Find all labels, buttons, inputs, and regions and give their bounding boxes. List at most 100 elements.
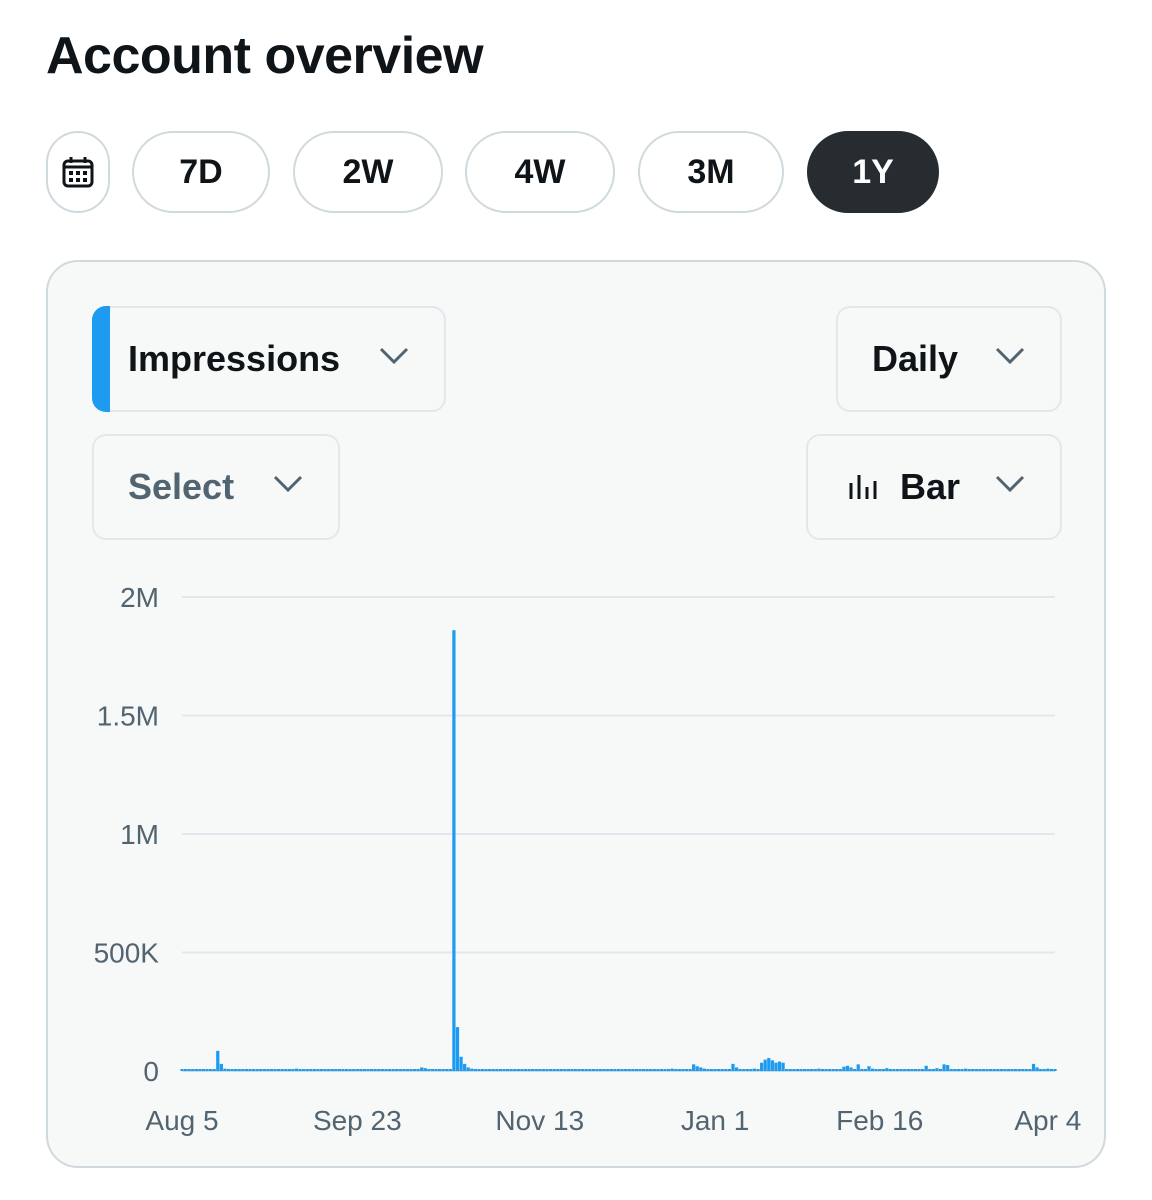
chart-bar[interactable]: [251, 1069, 256, 1071]
chart-bar[interactable]: [370, 1069, 374, 1071]
chart-bar[interactable]: [742, 1069, 746, 1071]
chart-bar[interactable]: [552, 1069, 556, 1071]
chart-bar[interactable]: [810, 1069, 814, 1071]
chart-bar[interactable]: [652, 1069, 656, 1071]
chart-bar[interactable]: [387, 1069, 392, 1071]
chart-bar[interactable]: [774, 1062, 778, 1071]
chart-bar[interactable]: [663, 1069, 667, 1071]
chart-bar[interactable]: [294, 1068, 299, 1071]
chart-bar[interactable]: [842, 1066, 846, 1071]
chart-bar[interactable]: [226, 1069, 231, 1071]
chart-bar[interactable]: [319, 1069, 324, 1071]
chart-bar[interactable]: [287, 1069, 291, 1071]
chart-bar[interactable]: [187, 1069, 191, 1071]
chart-bar[interactable]: [910, 1069, 914, 1071]
chart-bar[interactable]: [1049, 1069, 1054, 1071]
chart-bar[interactable]: [799, 1069, 803, 1071]
chart-bar[interactable]: [1028, 1069, 1032, 1071]
chart-bar[interactable]: [985, 1069, 989, 1071]
chart-bar[interactable]: [938, 1069, 943, 1071]
chart-bar[interactable]: [785, 1069, 789, 1071]
chart-bar[interactable]: [749, 1069, 753, 1071]
chart-bar[interactable]: [613, 1069, 617, 1071]
chart-bar[interactable]: [1024, 1069, 1028, 1071]
chart-bar[interactable]: [191, 1069, 195, 1071]
chart-bar[interactable]: [201, 1069, 206, 1071]
chart-bar[interactable]: [666, 1069, 671, 1071]
chart-bar[interactable]: [373, 1069, 377, 1071]
chart-bar[interactable]: [352, 1069, 356, 1071]
chart-bar[interactable]: [473, 1069, 477, 1071]
chart-bar[interactable]: [688, 1069, 692, 1071]
chart-bar[interactable]: [327, 1069, 331, 1071]
chart-bar[interactable]: [463, 1063, 467, 1071]
chart-bar[interactable]: [266, 1069, 270, 1071]
chart-bar[interactable]: [963, 1068, 968, 1071]
chart-bar[interactable]: [967, 1069, 971, 1071]
chart-bar[interactable]: [316, 1069, 320, 1071]
chart-bar[interactable]: [573, 1069, 578, 1071]
chart-type-dropdown[interactable]: Bar: [806, 434, 1062, 540]
chart-bar[interactable]: [212, 1069, 216, 1071]
chart-bar[interactable]: [885, 1068, 889, 1071]
chart-bar[interactable]: [548, 1069, 553, 1071]
chart-bar[interactable]: [516, 1069, 520, 1071]
chart-bar[interactable]: [1021, 1069, 1025, 1071]
chart-bar[interactable]: [541, 1069, 545, 1071]
chart-bar[interactable]: [430, 1069, 435, 1071]
chart-bar[interactable]: [1006, 1069, 1011, 1071]
chart-bar[interactable]: [835, 1069, 839, 1071]
chart-bar[interactable]: [305, 1069, 309, 1071]
chart-bar[interactable]: [291, 1069, 295, 1071]
chart-bar[interactable]: [595, 1069, 599, 1071]
chart-bar[interactable]: [341, 1069, 345, 1071]
chart-bar[interactable]: [563, 1069, 567, 1071]
chart-bar[interactable]: [405, 1069, 410, 1071]
chart-bar[interactable]: [1031, 1063, 1036, 1071]
chart-bar[interactable]: [452, 630, 456, 1071]
chart-bar[interactable]: [398, 1069, 402, 1071]
chart-bar[interactable]: [441, 1069, 445, 1071]
chart-bar[interactable]: [262, 1069, 266, 1071]
chart-bar[interactable]: [878, 1069, 882, 1071]
chart-bar[interactable]: [359, 1069, 363, 1071]
chart-bar[interactable]: [956, 1069, 961, 1071]
chart-bar[interactable]: [523, 1069, 528, 1071]
chart-bar[interactable]: [234, 1069, 238, 1071]
chart-bar[interactable]: [534, 1069, 538, 1071]
chart-bar[interactable]: [892, 1069, 896, 1071]
chart-bar[interactable]: [255, 1069, 259, 1071]
chart-bar[interactable]: [334, 1069, 338, 1071]
chart-bar[interactable]: [488, 1069, 492, 1071]
compare-dropdown[interactable]: Select: [92, 434, 340, 540]
chart-bar[interactable]: [641, 1069, 646, 1071]
chart-bar[interactable]: [520, 1069, 524, 1071]
chart-bar[interactable]: [323, 1069, 327, 1071]
chart-bar[interactable]: [638, 1069, 642, 1071]
chart-bar[interactable]: [280, 1069, 284, 1071]
chart-bar[interactable]: [881, 1069, 885, 1071]
chart-bar[interactable]: [559, 1069, 563, 1071]
chart-bar[interactable]: [717, 1069, 721, 1071]
chart-bar[interactable]: [402, 1069, 406, 1071]
chart-bar[interactable]: [420, 1067, 424, 1071]
chart-bar[interactable]: [302, 1069, 306, 1071]
chart-bar[interactable]: [674, 1069, 678, 1071]
chart-bar[interactable]: [491, 1069, 495, 1071]
chart-bar[interactable]: [538, 1069, 542, 1071]
chart-bar[interactable]: [384, 1069, 388, 1071]
chart-bar[interactable]: [509, 1069, 513, 1071]
chart-bar[interactable]: [960, 1069, 964, 1071]
chart-bar[interactable]: [699, 1067, 703, 1071]
chart-bar[interactable]: [570, 1069, 574, 1071]
chart-bar[interactable]: [849, 1067, 853, 1071]
chart-bar[interactable]: [205, 1069, 209, 1071]
chart-bar[interactable]: [183, 1069, 188, 1071]
chart-bar[interactable]: [820, 1069, 825, 1071]
interval-dropdown[interactable]: Daily: [836, 306, 1062, 412]
chart-bar[interactable]: [584, 1069, 588, 1071]
calendar-button[interactable]: [46, 131, 110, 213]
chart-bar[interactable]: [298, 1069, 302, 1071]
range-2w-button[interactable]: 2W: [293, 131, 443, 213]
chart-bar[interactable]: [645, 1069, 649, 1071]
